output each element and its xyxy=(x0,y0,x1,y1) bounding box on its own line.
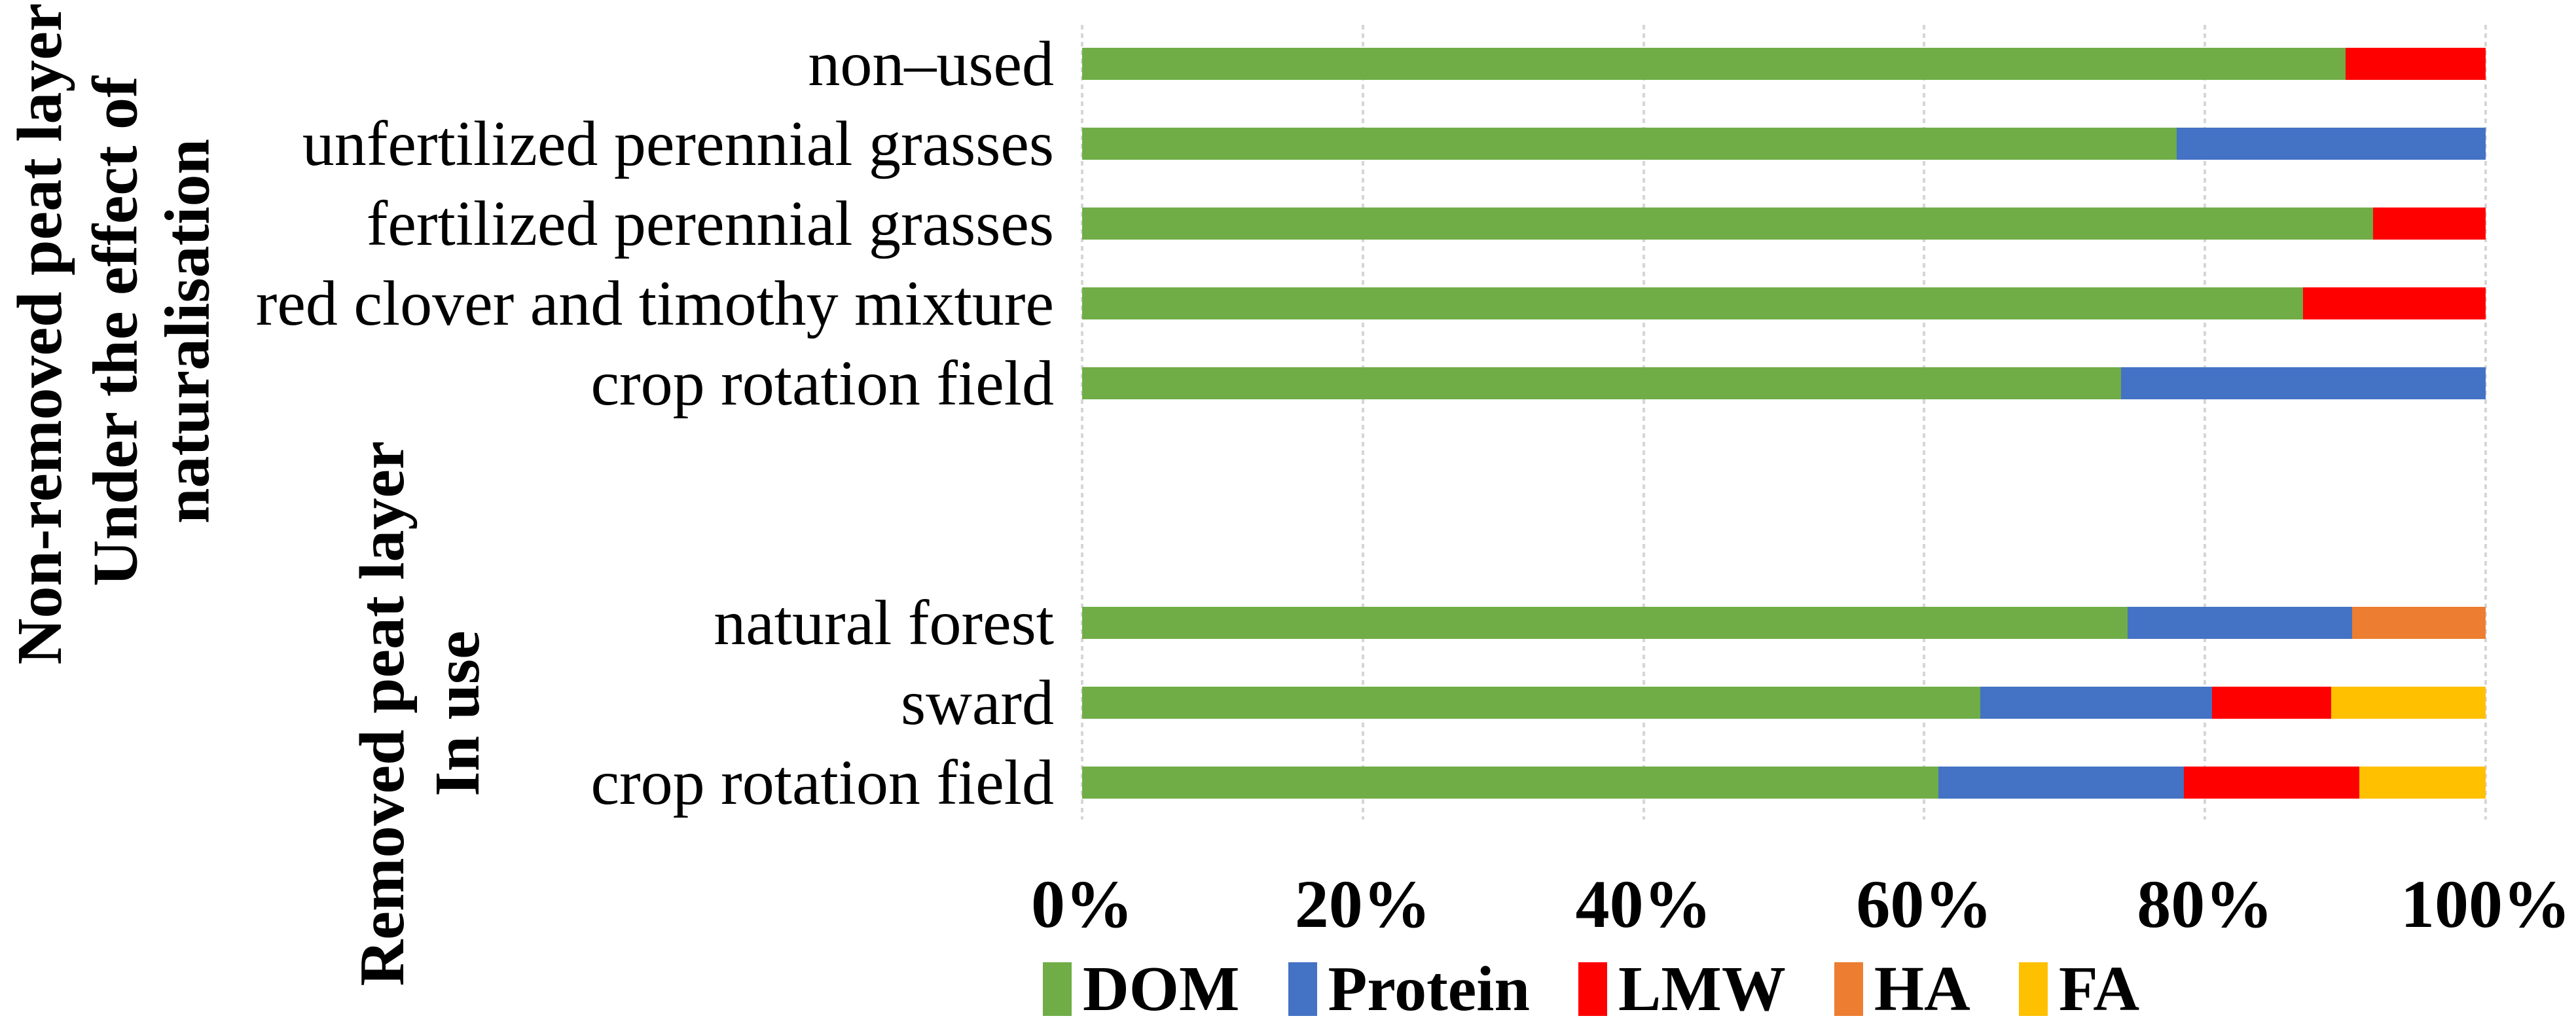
stacked-bar-crop-rotation-field xyxy=(1082,767,2486,799)
group-label-removed-peat-layer: Removed peat layer xyxy=(347,441,418,986)
bar-segment-Protein xyxy=(2128,607,2353,639)
bar-segment-FA xyxy=(2359,767,2486,799)
legend-label-HA: HA xyxy=(1874,954,1970,1024)
stacked-bar-natural-forest xyxy=(1082,607,2486,639)
legend-item-DOM: DOM xyxy=(1043,957,1240,1021)
stacked-bar-crop-rotation-field xyxy=(1082,367,2486,399)
x-tick-label-80%: 80% xyxy=(2137,867,2274,942)
legend-swatch-LMW xyxy=(1578,962,1607,1016)
group-label-line-2: naturalisation xyxy=(152,138,223,524)
x-tick-label-40%: 40% xyxy=(1575,867,1712,942)
legend-swatch-DOM xyxy=(1043,962,1072,1016)
gridline-100% xyxy=(2484,25,2487,820)
legend-swatch-Protein xyxy=(1288,962,1317,1016)
legend-label-FA: FA xyxy=(2058,954,2140,1024)
plot-area xyxy=(1081,25,2487,820)
stacked-bar-fertilized-perennial-grasses xyxy=(1082,208,2486,240)
category-label-non–used: non–used xyxy=(808,28,1054,99)
category-label-sward: sward xyxy=(900,667,1054,738)
bar-segment-DOM xyxy=(1082,48,2346,80)
category-label-unfertilized-perennial-grasses: unfertilized perennial grasses xyxy=(302,108,1054,179)
stacked-bar-unfertilized-perennial-grasses xyxy=(1082,128,2486,160)
category-label-red-clover-and-timothy-mixture: red clover and timothy mixture xyxy=(255,268,1054,339)
legend-label-LMW: LMW xyxy=(1618,954,1786,1024)
bar-segment-DOM xyxy=(1082,208,2374,240)
category-label-fertilized-perennial-grasses: fertilized perennial grasses xyxy=(366,188,1054,259)
category-label-crop-rotation-field: crop rotation field xyxy=(590,747,1054,818)
legend-label-Protein: Protein xyxy=(1328,954,1530,1024)
gridline-60% xyxy=(1923,25,1926,820)
bar-segment-DOM xyxy=(1082,767,1938,799)
bar-segment-Protein xyxy=(2177,128,2486,160)
bar-segment-LMW xyxy=(2345,48,2486,80)
group-label-line-1: Under the effect of xyxy=(80,76,151,587)
legend-swatch-FA xyxy=(2018,962,2048,1016)
bar-segment-Protein xyxy=(1938,767,2185,799)
bar-segment-LMW xyxy=(2303,287,2486,319)
legend-swatch-HA xyxy=(1834,962,1863,1016)
x-tick-label-60%: 60% xyxy=(1856,867,1993,942)
x-tick-label-100%: 100% xyxy=(2401,867,2571,942)
category-label-crop-rotation-field: crop rotation field xyxy=(590,348,1054,419)
group-label-in-use: In use xyxy=(422,630,494,797)
x-tick-label-20%: 20% xyxy=(1294,867,1431,942)
bar-segment-Protein xyxy=(1980,687,2212,719)
bar-segment-FA xyxy=(2331,687,2486,719)
legend: DOM Protein LMW HA FA xyxy=(1043,957,2139,1021)
stacked-bar-sward xyxy=(1082,687,2486,719)
bar-segment-DOM xyxy=(1082,287,2304,319)
gridline-20% xyxy=(1361,25,1364,820)
bar-segment-LMW xyxy=(2211,687,2332,719)
gridline-80% xyxy=(2204,25,2207,820)
bar-segment-DOM xyxy=(1082,687,1981,719)
gridline-40% xyxy=(1642,25,1645,820)
gridline-0% xyxy=(1081,25,1083,820)
x-tick-label-0%: 0% xyxy=(1031,867,1133,942)
bar-segment-HA xyxy=(2352,607,2486,639)
legend-label-DOM: DOM xyxy=(1083,954,1240,1024)
bar-segment-DOM xyxy=(1082,367,2121,399)
group-label-non-removed-peat-layer: Non-removed peat layer xyxy=(5,3,76,665)
stacked-bar-non–used xyxy=(1082,48,2486,80)
legend-item-FA: FA xyxy=(2018,954,2140,1024)
bar-segment-LMW xyxy=(2184,767,2360,799)
bar-segment-DOM xyxy=(1082,607,2128,639)
bar-segment-LMW xyxy=(2373,208,2486,240)
legend-item-Protein: Protein xyxy=(1288,957,1530,1021)
category-label-natural-forest: natural forest xyxy=(714,587,1054,659)
group-label-under-the-effect-of-naturalisation: Under the effect of naturalisation xyxy=(80,76,224,586)
bar-segment-Protein xyxy=(2120,367,2486,399)
stacked-bar-red-clover-and-timothy-mixture xyxy=(1082,287,2486,319)
bar-segment-DOM xyxy=(1082,128,2177,160)
legend-item-LMW: LMW xyxy=(1578,957,1786,1021)
legend-item-HA: HA xyxy=(1834,957,1970,1021)
